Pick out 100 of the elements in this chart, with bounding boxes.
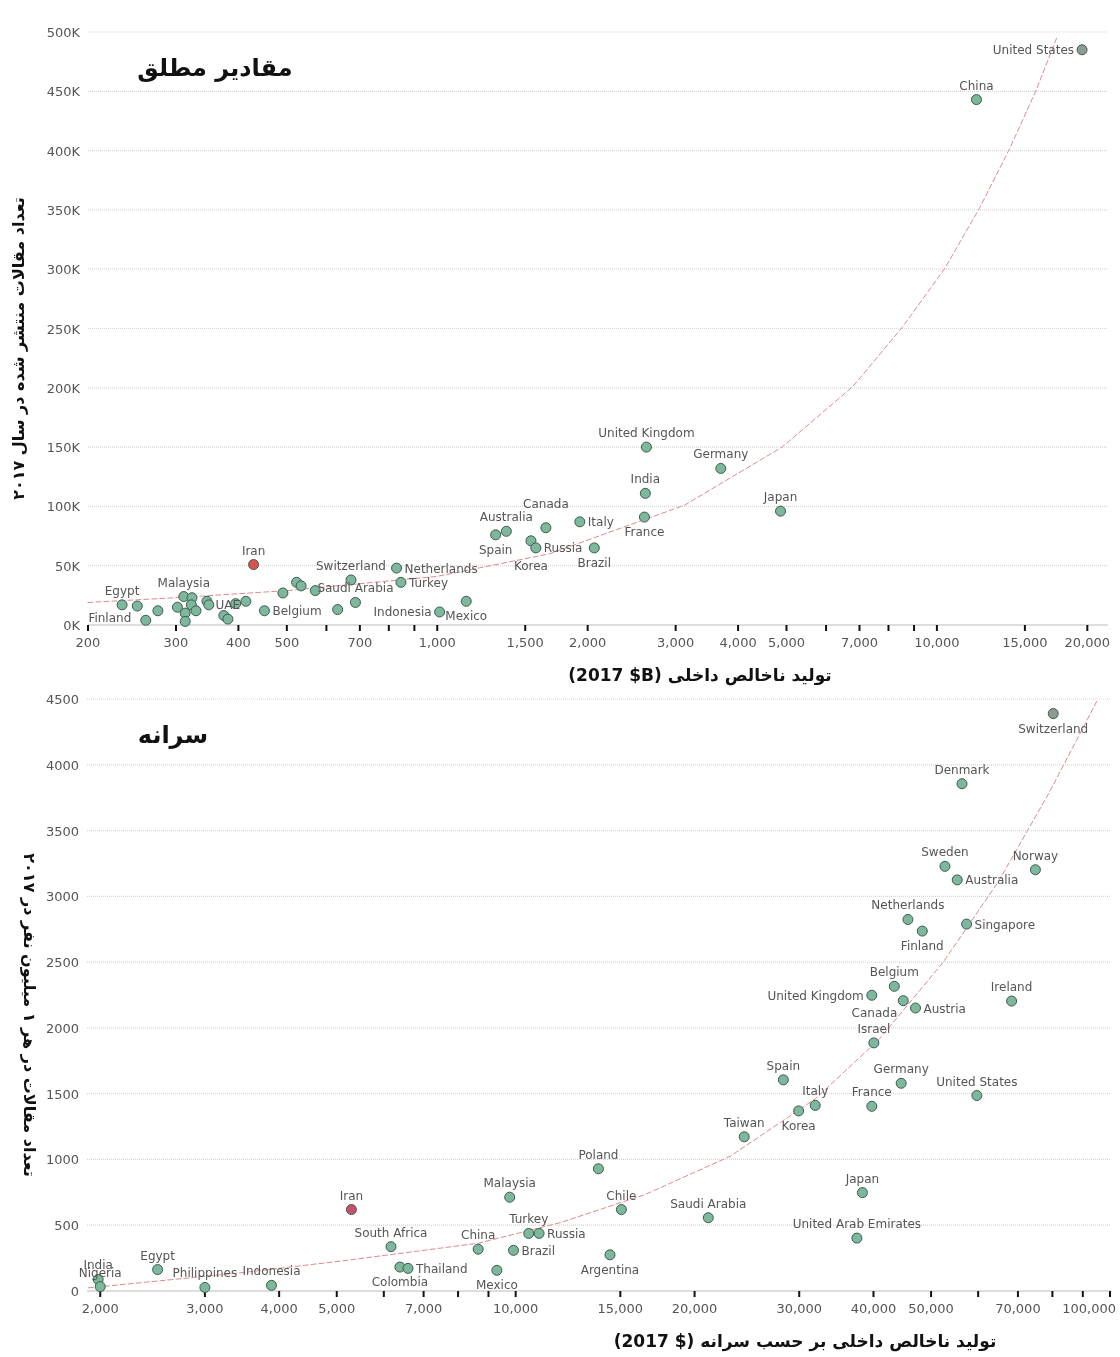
annotation: Korea — [781, 1118, 816, 1133]
annotation: Italy — [802, 1084, 829, 1099]
annotation: Switzerland — [315, 558, 386, 573]
annotation: Brazil — [521, 1243, 555, 1258]
y-tick-label: 1000 — [45, 1152, 79, 1168]
y-axis-title: تعداد مقالات در هر ۱ میلیون نفر در ۲۰۱۷ — [20, 853, 39, 1177]
annotation: Italy — [587, 515, 614, 530]
annotation: Japan — [762, 490, 798, 505]
x-tick-label: 5,000 — [318, 1301, 356, 1316]
annotation: Iran — [339, 1188, 364, 1203]
annotation: Turkey — [508, 1212, 549, 1227]
annotation: United States — [936, 1074, 1018, 1089]
annotation: Brazil — [577, 555, 612, 570]
x-tick-label: 15,000 — [1002, 635, 1048, 650]
annotation: Ireland — [990, 980, 1033, 995]
x-tick-label: 70,000 — [995, 1301, 1041, 1316]
y-tick-label: 500 — [54, 1218, 79, 1234]
annotation: Mexico — [475, 1278, 518, 1293]
y-tick-label: 500K — [46, 25, 81, 40]
annotation: Thailand — [415, 1261, 468, 1276]
annotation: Colombia — [371, 1275, 429, 1290]
annotation: China — [959, 78, 994, 93]
y-tick-label: 250K — [46, 321, 81, 337]
x-tick-label: 300 — [163, 635, 189, 650]
x-tick-label: 3,000 — [657, 635, 695, 650]
annotation: Russia — [543, 541, 583, 556]
annotation: Korea — [513, 558, 548, 573]
annotation: United Arab Emirates — [792, 1217, 922, 1232]
y-tick-label: 150K — [46, 440, 81, 456]
annotation: Canada — [523, 496, 569, 511]
y-tick-label: 300K — [46, 262, 81, 278]
annotation: Israel — [857, 1021, 891, 1036]
annotation: India — [630, 472, 661, 487]
annotation: Denmark — [934, 762, 990, 777]
annotation: Malaysia — [483, 1176, 536, 1191]
annotation: United States — [992, 43, 1075, 58]
annotation: Netherlands — [871, 898, 945, 913]
annotation: Egypt — [104, 583, 140, 598]
annotation: Malaysia — [157, 575, 211, 590]
annotation: France — [624, 525, 665, 540]
y-tick-label: 400K — [46, 143, 81, 159]
annotation: Germany — [693, 447, 749, 462]
x-tick-label: 10,000 — [914, 635, 960, 650]
x-tick-label: 1,000 — [418, 635, 456, 650]
annotation: Philippines — [172, 1266, 238, 1281]
y-tick-label: 3500 — [45, 823, 79, 839]
x-tick-label: 200 — [75, 635, 101, 650]
y-tick-label: 1500 — [45, 1086, 79, 1102]
y-tick-label: 350K — [46, 202, 81, 218]
x-tick-label: 50,000 — [908, 1301, 954, 1316]
y-tick-label: 4000 — [45, 757, 79, 773]
annotation: Netherlands — [404, 561, 478, 576]
annotation: Austria — [923, 1001, 966, 1016]
annotation: Norway — [1012, 848, 1059, 863]
y-tick-label: 0 — [70, 1284, 79, 1299]
annotation: Belgium — [869, 965, 919, 980]
annotation: Indonesia — [373, 605, 432, 620]
annotation: Chile — [606, 1188, 637, 1203]
annotation: Germany — [873, 1062, 929, 1077]
annotation: Finland — [900, 939, 944, 954]
x-tick-label: 10,000 — [492, 1301, 539, 1316]
annotation: Australia — [965, 873, 1019, 888]
annotation: United Kingdom — [598, 426, 695, 441]
annotation: Russia — [547, 1226, 586, 1241]
y-tick-label: 4500 — [45, 692, 79, 707]
annotation: Turkey — [407, 575, 449, 590]
annotation: Sweden — [921, 845, 969, 860]
x-tick-label: 20,000 — [671, 1301, 718, 1316]
text: سرانه — [137, 721, 209, 749]
annotation: Saudi Arabia — [670, 1196, 747, 1211]
annotation: Taiwan — [722, 1115, 765, 1130]
y-tick-label: 3000 — [45, 889, 79, 905]
x-tick-label: 4,000 — [719, 635, 757, 650]
text: مقادیر مطلق — [137, 54, 293, 82]
annotation: Australia — [479, 510, 533, 525]
annotation: France — [851, 1085, 892, 1100]
annotation: Argentina — [580, 1262, 640, 1277]
y-tick-label: 2000 — [45, 1020, 79, 1036]
annotation: Spain — [478, 542, 513, 557]
annotation: Egypt — [140, 1248, 176, 1263]
annotation: Japan — [844, 1171, 880, 1186]
x-tick-label: 4,000 — [260, 1301, 298, 1316]
x-tick-label: 100,000 — [1062, 1301, 1116, 1316]
annotation: Indonesia — [242, 1264, 301, 1279]
annotation: Spain — [766, 1058, 801, 1073]
y-axis-title: تعداد مقالات منتشر شده در سال ۲۰۱۷ — [9, 197, 28, 500]
y-tick-label: 50K — [54, 558, 81, 574]
annotation: Belgium — [272, 604, 322, 619]
x-tick-label: 7,000 — [840, 635, 879, 650]
x-tick-label: 40,000 — [850, 1301, 897, 1316]
annotation: Finland — [88, 611, 132, 626]
annotation: Mexico — [445, 609, 488, 624]
x-tick-label: 2,000 — [81, 1301, 119, 1316]
annotation: United Kingdom — [767, 988, 864, 1003]
annotation: China — [461, 1228, 496, 1243]
y-tick-label: 100K — [46, 499, 81, 515]
annotation: Iran — [241, 543, 266, 558]
y-tick-label: 200K — [46, 380, 81, 396]
x-tick-label: 30,000 — [776, 1301, 822, 1316]
x-tick-label: 1,500 — [506, 635, 544, 650]
